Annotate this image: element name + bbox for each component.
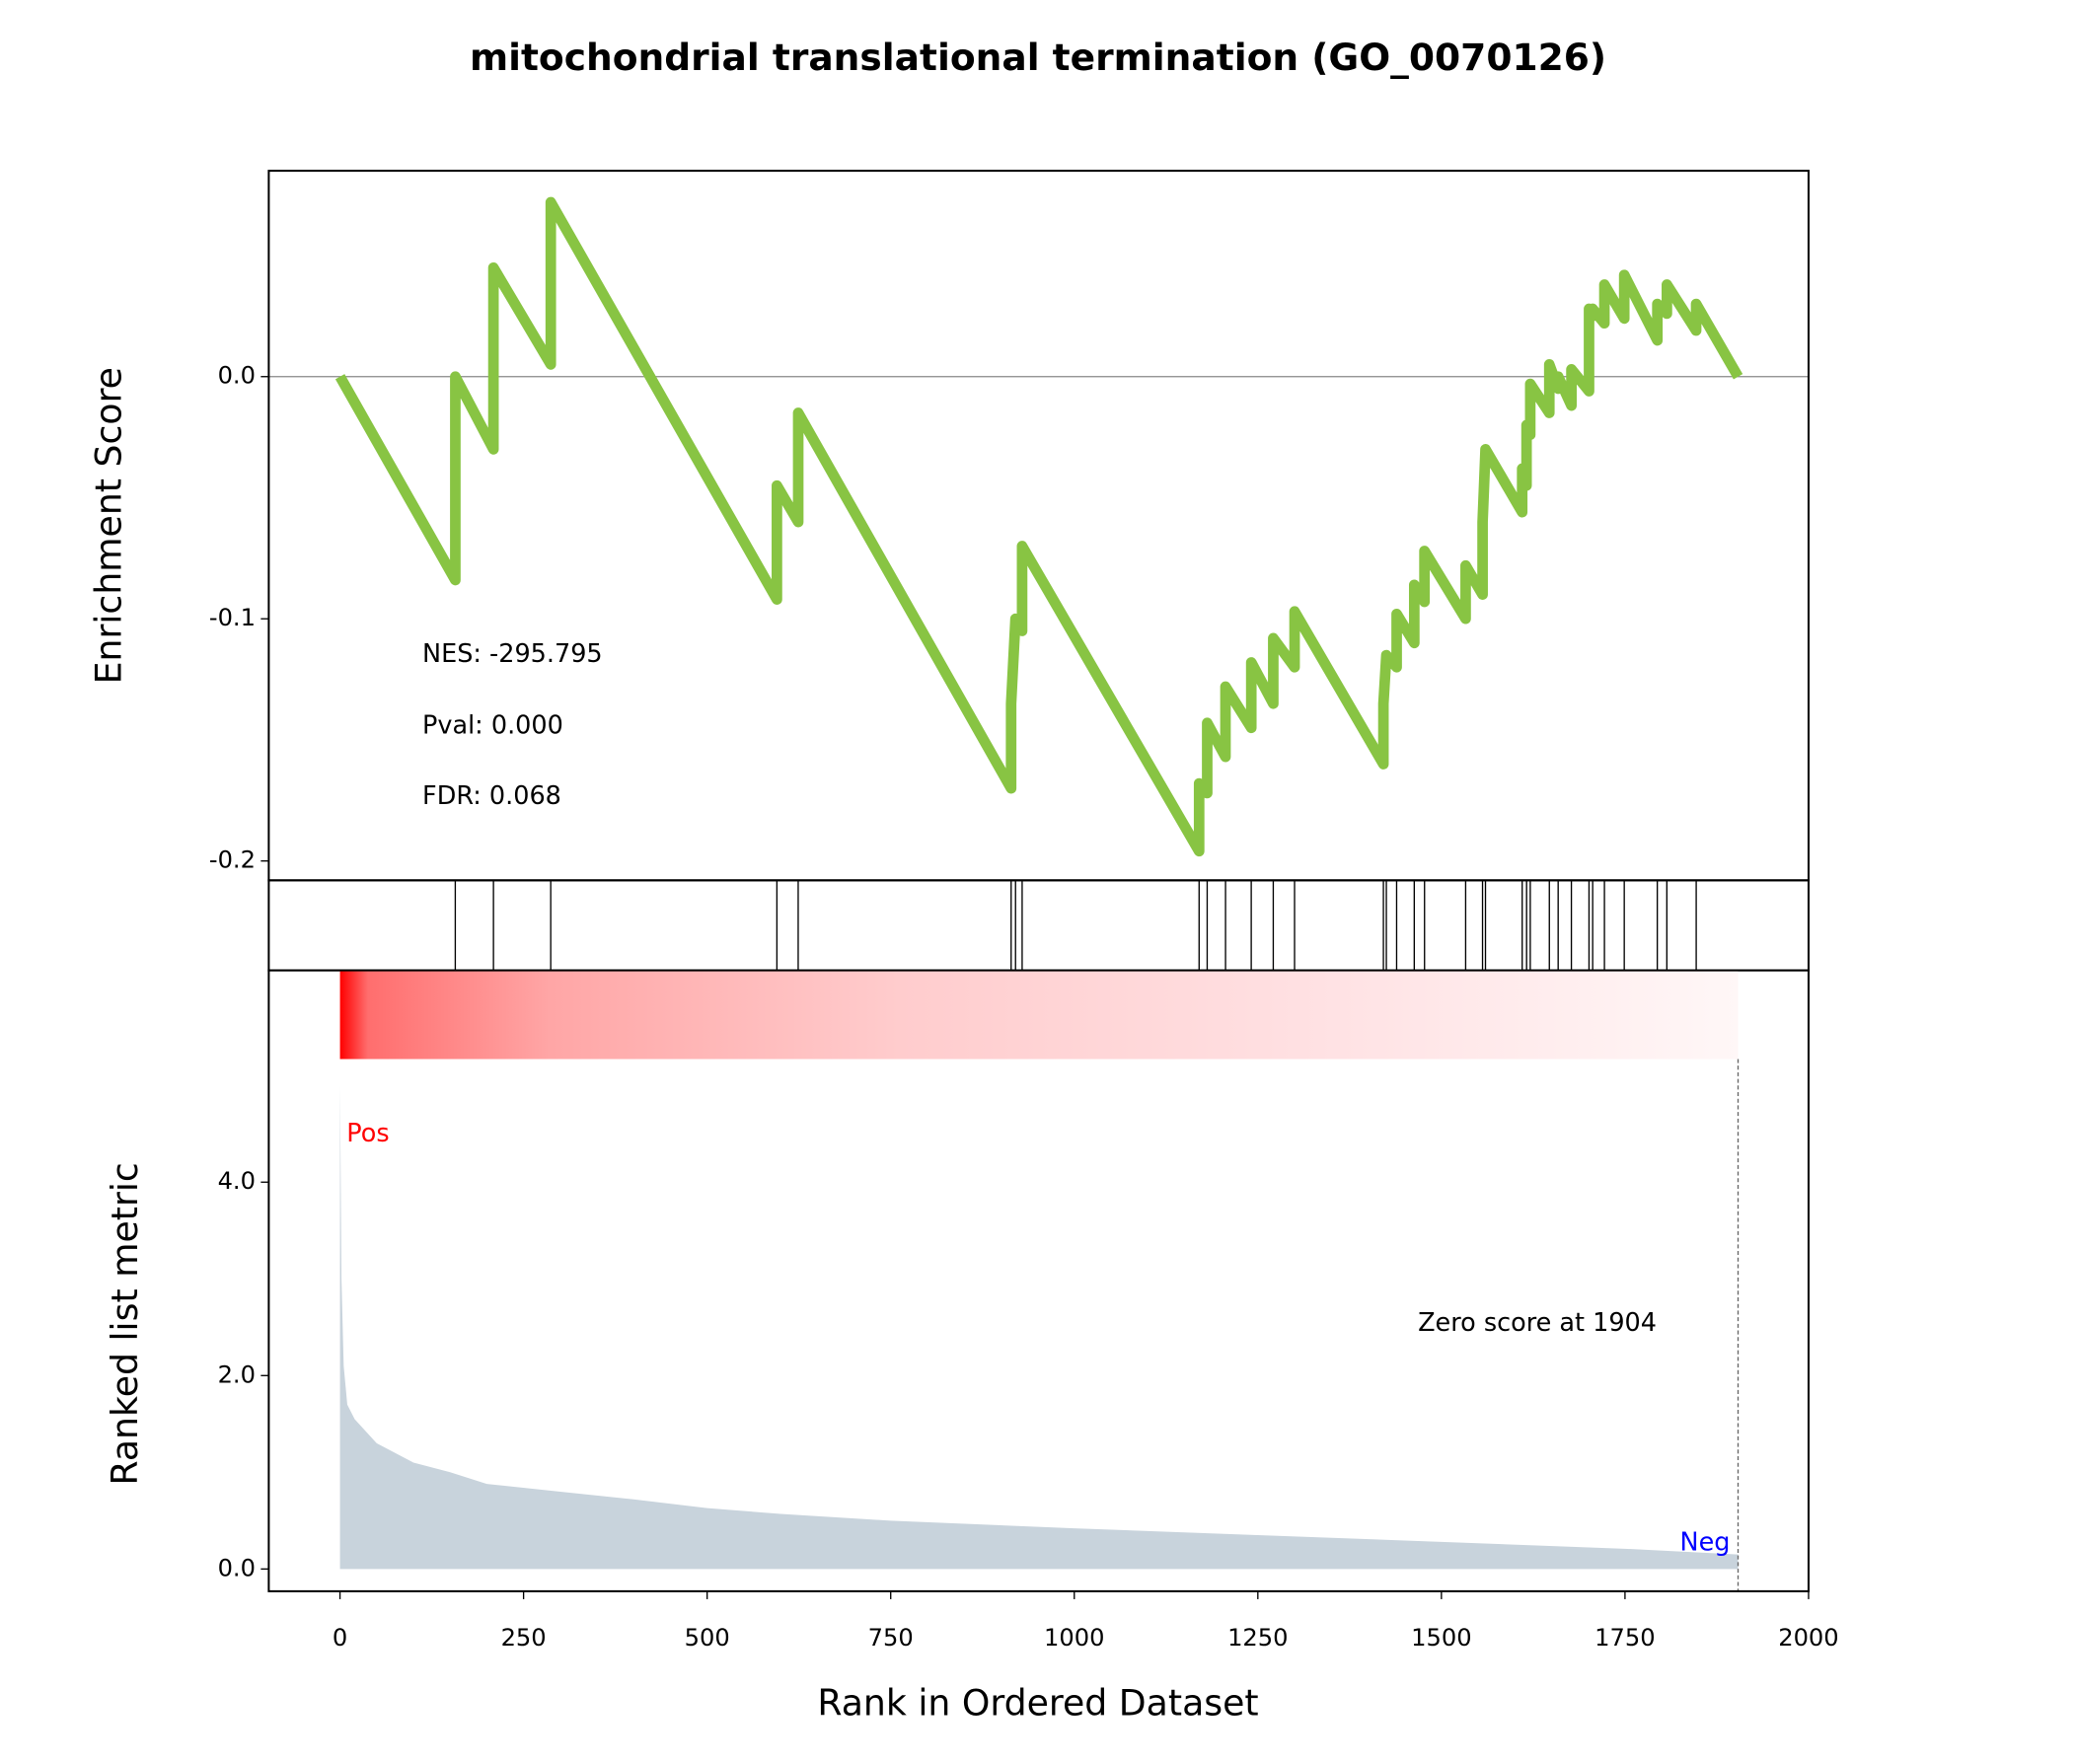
x-tick-label: 0: [333, 1624, 347, 1652]
pos-label: Pos: [346, 1119, 389, 1148]
es-line: [334, 196, 1743, 857]
x-tick-label: 1750: [1594, 1624, 1655, 1652]
chart-title: mitochondrial translational termination …: [470, 36, 1606, 79]
x-axis-label: Rank in Ordered Dataset: [817, 1681, 1258, 1724]
annotation: Pval: 0.000: [422, 711, 563, 741]
x-tick-label: 1000: [1044, 1624, 1104, 1652]
y-tick-label: 0.0: [218, 362, 256, 390]
y-tick-label: 4.0: [218, 1167, 256, 1195]
y-tick-label: -0.2: [209, 846, 256, 874]
neg-label: Neg: [1680, 1528, 1731, 1558]
y-tick-label: 2.0: [218, 1360, 256, 1388]
rank-colorbar: [339, 970, 1739, 1060]
x-tick-label: 500: [685, 1624, 730, 1652]
annotation: NES: -295.795: [422, 639, 603, 669]
annotation: FDR: 0.068: [422, 781, 561, 811]
x-tick-label: 250: [501, 1624, 547, 1652]
y-tick-label: 0.0: [218, 1554, 256, 1581]
x-tick-label: 1250: [1227, 1624, 1288, 1652]
panel-frame: [267, 879, 1810, 972]
zero-score-label: Zero score at 1904: [1418, 1308, 1657, 1338]
y-axis-label: Ranked list metric: [104, 1162, 146, 1485]
panel-frame: [267, 969, 1810, 1592]
metric-area: [339, 1085, 1739, 1570]
x-tick-label: 1500: [1411, 1624, 1471, 1652]
y-tick-label: -0.1: [209, 604, 256, 631]
y-axis-label: Enrichment Score: [88, 367, 130, 684]
x-tick-label: 750: [868, 1624, 914, 1652]
x-tick-label: 2000: [1778, 1624, 1838, 1652]
